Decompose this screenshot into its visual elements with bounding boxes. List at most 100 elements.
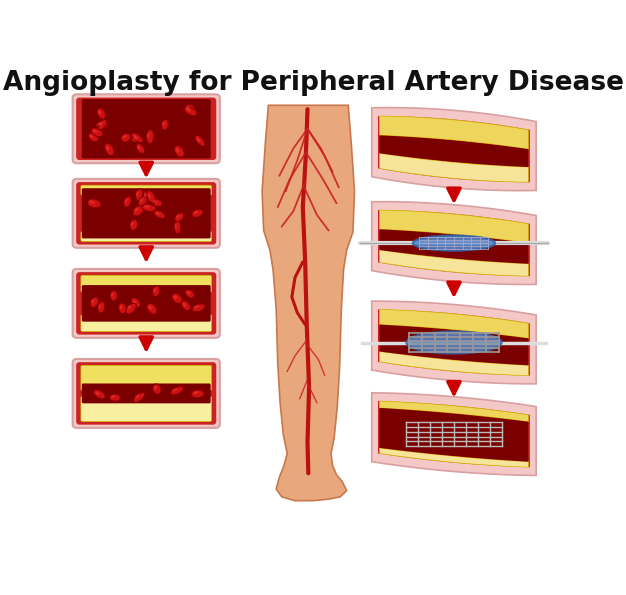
FancyBboxPatch shape [82, 285, 211, 322]
Ellipse shape [135, 189, 143, 201]
Ellipse shape [98, 123, 103, 125]
Polygon shape [372, 108, 536, 190]
Ellipse shape [93, 130, 98, 133]
Ellipse shape [144, 193, 146, 198]
Ellipse shape [146, 133, 150, 138]
Polygon shape [372, 202, 536, 284]
Ellipse shape [121, 133, 131, 142]
Ellipse shape [175, 148, 179, 152]
FancyBboxPatch shape [82, 99, 211, 158]
Polygon shape [379, 250, 528, 276]
Ellipse shape [110, 290, 118, 301]
Ellipse shape [406, 331, 501, 353]
Ellipse shape [151, 199, 162, 206]
FancyBboxPatch shape [81, 185, 212, 195]
Ellipse shape [192, 304, 205, 312]
Ellipse shape [98, 120, 106, 130]
FancyBboxPatch shape [81, 315, 212, 331]
Ellipse shape [195, 135, 205, 146]
Ellipse shape [148, 305, 152, 309]
Ellipse shape [110, 394, 121, 401]
Polygon shape [379, 210, 528, 243]
Ellipse shape [126, 303, 136, 314]
Ellipse shape [182, 300, 190, 311]
Ellipse shape [99, 121, 102, 126]
Ellipse shape [123, 135, 126, 138]
Ellipse shape [136, 143, 145, 154]
Ellipse shape [135, 394, 140, 398]
Ellipse shape [88, 133, 98, 142]
Polygon shape [379, 309, 528, 339]
Ellipse shape [162, 120, 168, 130]
Polygon shape [379, 352, 528, 375]
Ellipse shape [153, 200, 157, 203]
Polygon shape [262, 105, 354, 500]
Ellipse shape [143, 191, 150, 202]
Polygon shape [379, 116, 528, 149]
Ellipse shape [192, 209, 203, 217]
Ellipse shape [93, 390, 105, 399]
Polygon shape [378, 309, 530, 375]
FancyBboxPatch shape [81, 396, 212, 421]
Ellipse shape [136, 191, 139, 196]
Ellipse shape [125, 199, 127, 203]
Ellipse shape [130, 220, 138, 230]
FancyBboxPatch shape [76, 182, 216, 245]
Ellipse shape [185, 107, 197, 115]
Ellipse shape [137, 146, 140, 149]
Polygon shape [378, 210, 530, 276]
Ellipse shape [131, 136, 143, 143]
Ellipse shape [162, 121, 165, 126]
Ellipse shape [135, 208, 138, 211]
Ellipse shape [148, 193, 151, 198]
Ellipse shape [175, 146, 184, 157]
Ellipse shape [187, 291, 190, 295]
Ellipse shape [96, 121, 108, 129]
Polygon shape [378, 116, 530, 182]
Ellipse shape [191, 390, 204, 398]
FancyBboxPatch shape [73, 269, 220, 338]
Text: Angioplasty for Peripheral Artery Disease: Angioplasty for Peripheral Artery Diseas… [3, 70, 623, 96]
Ellipse shape [127, 305, 131, 309]
Ellipse shape [193, 392, 198, 394]
Polygon shape [372, 393, 536, 475]
FancyBboxPatch shape [81, 275, 212, 292]
Polygon shape [379, 401, 528, 422]
Ellipse shape [154, 386, 157, 390]
Ellipse shape [105, 143, 114, 155]
Ellipse shape [186, 108, 191, 112]
Ellipse shape [196, 137, 200, 142]
Ellipse shape [133, 137, 138, 140]
Ellipse shape [91, 128, 103, 137]
Ellipse shape [124, 196, 131, 207]
FancyBboxPatch shape [76, 272, 216, 334]
Polygon shape [372, 301, 536, 384]
Ellipse shape [90, 134, 93, 138]
Ellipse shape [138, 196, 147, 207]
Ellipse shape [154, 211, 165, 218]
Ellipse shape [175, 221, 181, 234]
Ellipse shape [176, 215, 180, 218]
Polygon shape [379, 154, 528, 182]
Ellipse shape [140, 198, 143, 203]
Ellipse shape [185, 290, 195, 298]
FancyBboxPatch shape [73, 179, 220, 248]
Ellipse shape [173, 295, 177, 299]
Polygon shape [379, 229, 528, 264]
Ellipse shape [98, 302, 105, 313]
Ellipse shape [131, 133, 143, 143]
Ellipse shape [131, 298, 141, 308]
Ellipse shape [153, 288, 156, 292]
Ellipse shape [120, 305, 122, 309]
Ellipse shape [98, 304, 101, 309]
Ellipse shape [175, 224, 177, 229]
Polygon shape [378, 401, 530, 467]
FancyBboxPatch shape [82, 384, 211, 403]
FancyBboxPatch shape [76, 98, 216, 160]
Ellipse shape [142, 204, 156, 211]
Ellipse shape [111, 293, 113, 297]
Ellipse shape [194, 305, 199, 308]
Ellipse shape [133, 299, 136, 303]
Ellipse shape [90, 201, 95, 203]
FancyBboxPatch shape [76, 362, 216, 425]
